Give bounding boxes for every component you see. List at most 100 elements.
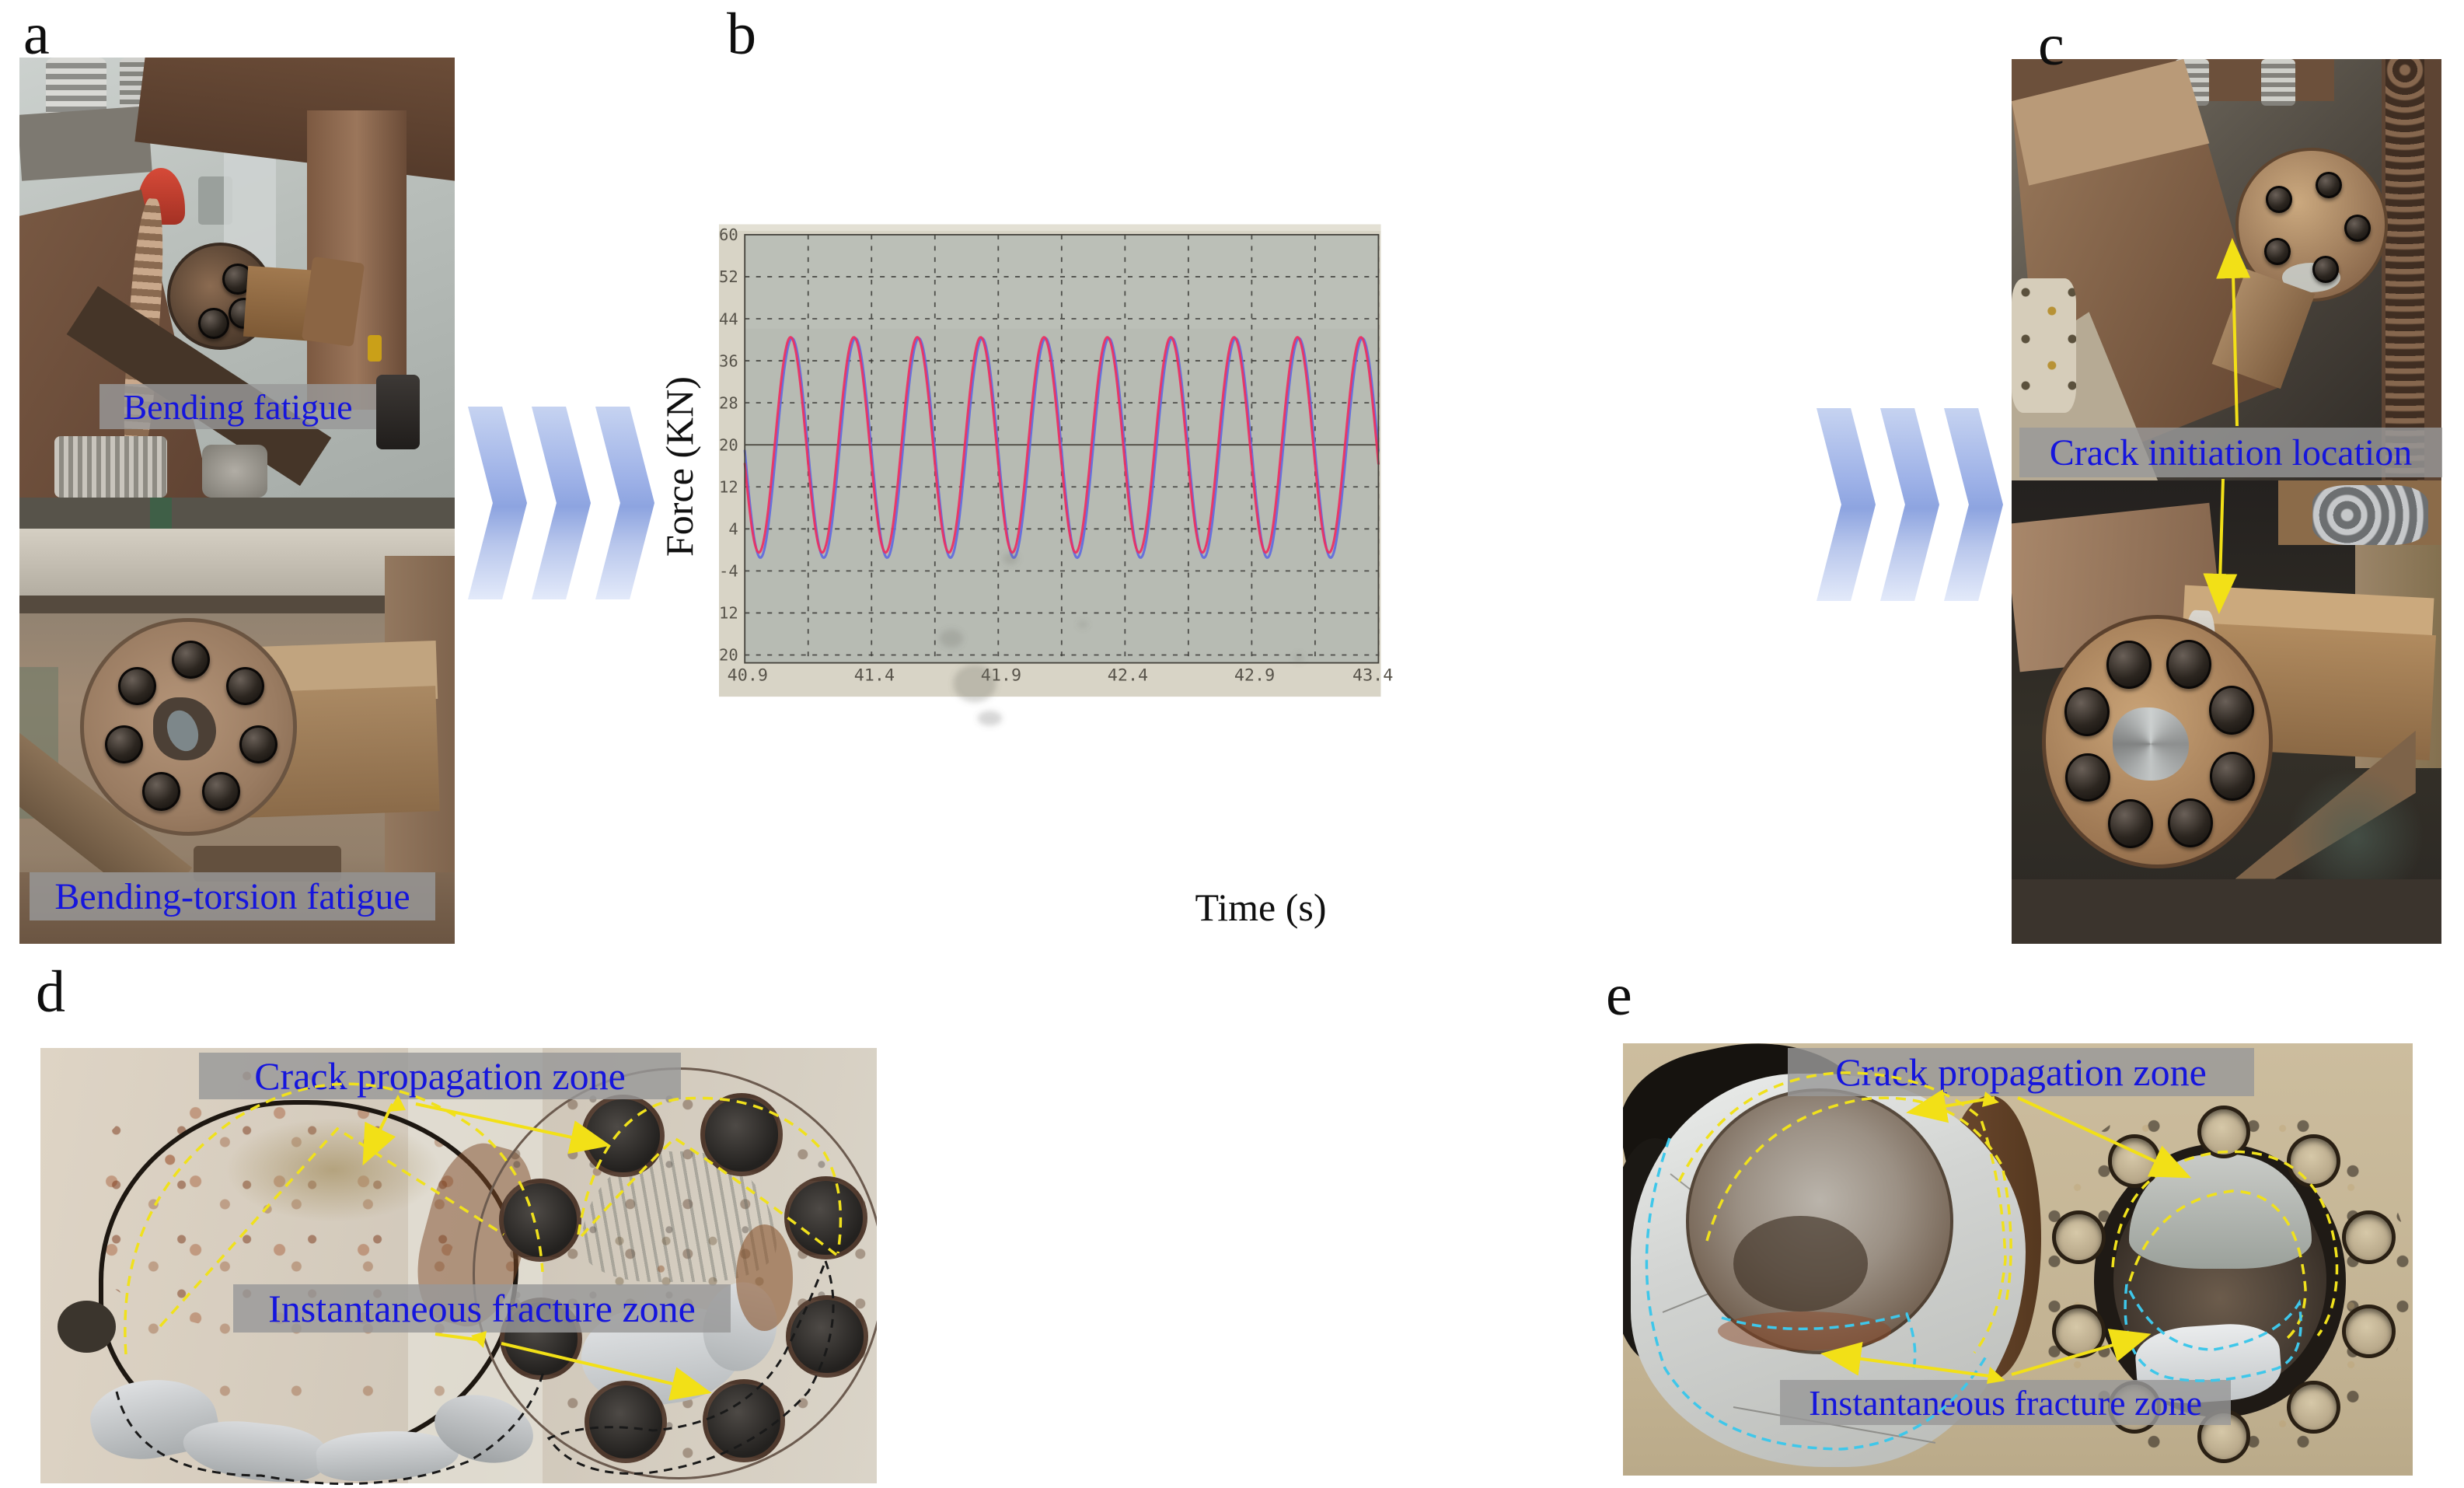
svg-text:20: 20: [719, 435, 738, 454]
bolt: [201, 772, 240, 811]
bolt: [2209, 686, 2254, 735]
dark-blotch: [1733, 1216, 1868, 1312]
svg-text:52: 52: [719, 267, 738, 286]
flange-disc: [2041, 614, 2274, 868]
photo-bending-fatigue-rig: [19, 58, 455, 498]
svg-text:40.9: 40.9: [728, 666, 768, 686]
spring-stack: [2260, 59, 2295, 106]
bolt: [239, 725, 277, 764]
beam-shadow: [19, 596, 455, 614]
svg-text:42.9: 42.9: [1234, 666, 1275, 686]
bolt: [198, 308, 229, 340]
bolt: [2064, 686, 2110, 736]
caption-crack-propagation-zone-e: Crack propagation zone: [1788, 1048, 2254, 1096]
svg-text:36: 36: [719, 351, 738, 370]
bolt: [2263, 238, 2291, 265]
bolt-hole: [2341, 1304, 2396, 1358]
bolt-hole: [784, 1176, 867, 1259]
y-axis-title: Force (KN): [658, 376, 701, 557]
bolt: [2106, 640, 2152, 690]
bolt-hole: [498, 1179, 581, 1262]
bolt: [2064, 753, 2110, 802]
photo-bending-fracture-surfaces: [40, 1048, 877, 1483]
weld-bead-pile: [2312, 484, 2429, 546]
svg-text:12: 12: [719, 477, 738, 496]
steel-plate: [19, 106, 152, 181]
caption-crack-propagation-zone-d: Crack propagation zone: [199, 1053, 681, 1099]
bolt: [2209, 751, 2255, 801]
threaded-rod: [54, 435, 168, 498]
bolt-hole: [2286, 1380, 2340, 1434]
dark-notch: [57, 1300, 116, 1353]
bolt-hole: [2107, 1133, 2162, 1188]
panel-label-b: b: [727, 2, 756, 67]
bolt: [172, 641, 211, 679]
weld-fracture-patch: [2112, 707, 2189, 781]
bolt-hole: [581, 1094, 665, 1178]
bolt: [117, 666, 156, 705]
chevron-right-icon: [532, 407, 591, 599]
caption-crack-initiation-location: Crack initiation location: [2019, 428, 2442, 477]
chevron-right-icon: [468, 407, 527, 599]
caption-bending-fatigue: Bending fatigue: [99, 384, 376, 429]
svg-text:60: 60: [719, 225, 738, 244]
svg-text:41.4: 41.4: [854, 666, 895, 686]
bolt-hole: [2286, 1133, 2340, 1188]
weld-seam: [2385, 59, 2424, 480]
spotted-cloth: [2012, 278, 2076, 414]
base-cylinder: [202, 445, 268, 498]
bolt-hole: [2341, 1210, 2396, 1264]
panel-label-d: d: [36, 959, 65, 1025]
cable-connector: [368, 334, 382, 362]
caption-instantaneous-fracture-zone-d: Instantaneous fracture zone: [233, 1284, 731, 1333]
chevron-right-icon: [1880, 408, 1939, 601]
sensor-cylinder: [376, 374, 421, 449]
caption-bending-torsion-fatigue: Bending-torsion fatigue: [30, 872, 435, 920]
svg-text:44: 44: [719, 309, 738, 328]
bolt: [104, 725, 143, 764]
svg-text:28: 28: [719, 393, 738, 412]
svg-text:-4: -4: [719, 562, 738, 581]
rust-edge: [1717, 1311, 1892, 1350]
bolt-hole: [2052, 1210, 2106, 1264]
bolt: [2344, 215, 2371, 242]
photo-bending-torsion-fatigue-rig: [19, 498, 455, 944]
flange-fracture-face: [473, 1067, 877, 1480]
chevron-right-icon: [595, 407, 654, 599]
svg-text:-20: -20: [719, 646, 738, 665]
panel-label-c: c: [2038, 12, 2064, 78]
force-time-chart: 605244362820124-4-12-2040.941.441.942.44…: [719, 224, 1393, 726]
screen-smudges: [939, 552, 1304, 726]
panel-label-a: a: [23, 2, 50, 67]
bolt: [2266, 186, 2293, 213]
photo-crack-initiation-overview: [2012, 59, 2441, 480]
bolt: [2166, 639, 2212, 689]
caption-instantaneous-fracture-zone-e: Instantaneous fracture zone: [1780, 1380, 2231, 1425]
bolt: [2312, 256, 2340, 283]
bolt: [141, 772, 180, 811]
bolt: [2167, 798, 2213, 847]
floor: [2012, 878, 2441, 944]
svg-text:4: 4: [728, 520, 738, 539]
bowl-tan-patch: [224, 1117, 442, 1222]
bolt-hole: [700, 1093, 784, 1176]
bolt-hole: [785, 1294, 869, 1378]
plot-border: [744, 233, 1380, 664]
screen-edge: [719, 224, 1381, 232]
bolt: [2107, 798, 2153, 848]
flange-disc: [80, 617, 298, 836]
bolt-hole: [584, 1380, 667, 1464]
rust-patch: [735, 1224, 793, 1331]
bolt-hole: [2052, 1304, 2106, 1358]
upper-crosshead-beam: [19, 529, 455, 600]
photo-crack-initiation-closeup: [2012, 480, 2441, 944]
bolt: [2315, 171, 2342, 199]
svg-text:-12: -12: [719, 604, 738, 623]
chevron-right-icon: [1817, 408, 1876, 601]
chevron-right-icon: [1944, 408, 2003, 601]
bolt-hole: [702, 1379, 786, 1462]
svg-text:43.4: 43.4: [1352, 666, 1393, 686]
svg-text:42.4: 42.4: [1108, 666, 1148, 686]
panel-label-e: e: [1606, 962, 1632, 1028]
